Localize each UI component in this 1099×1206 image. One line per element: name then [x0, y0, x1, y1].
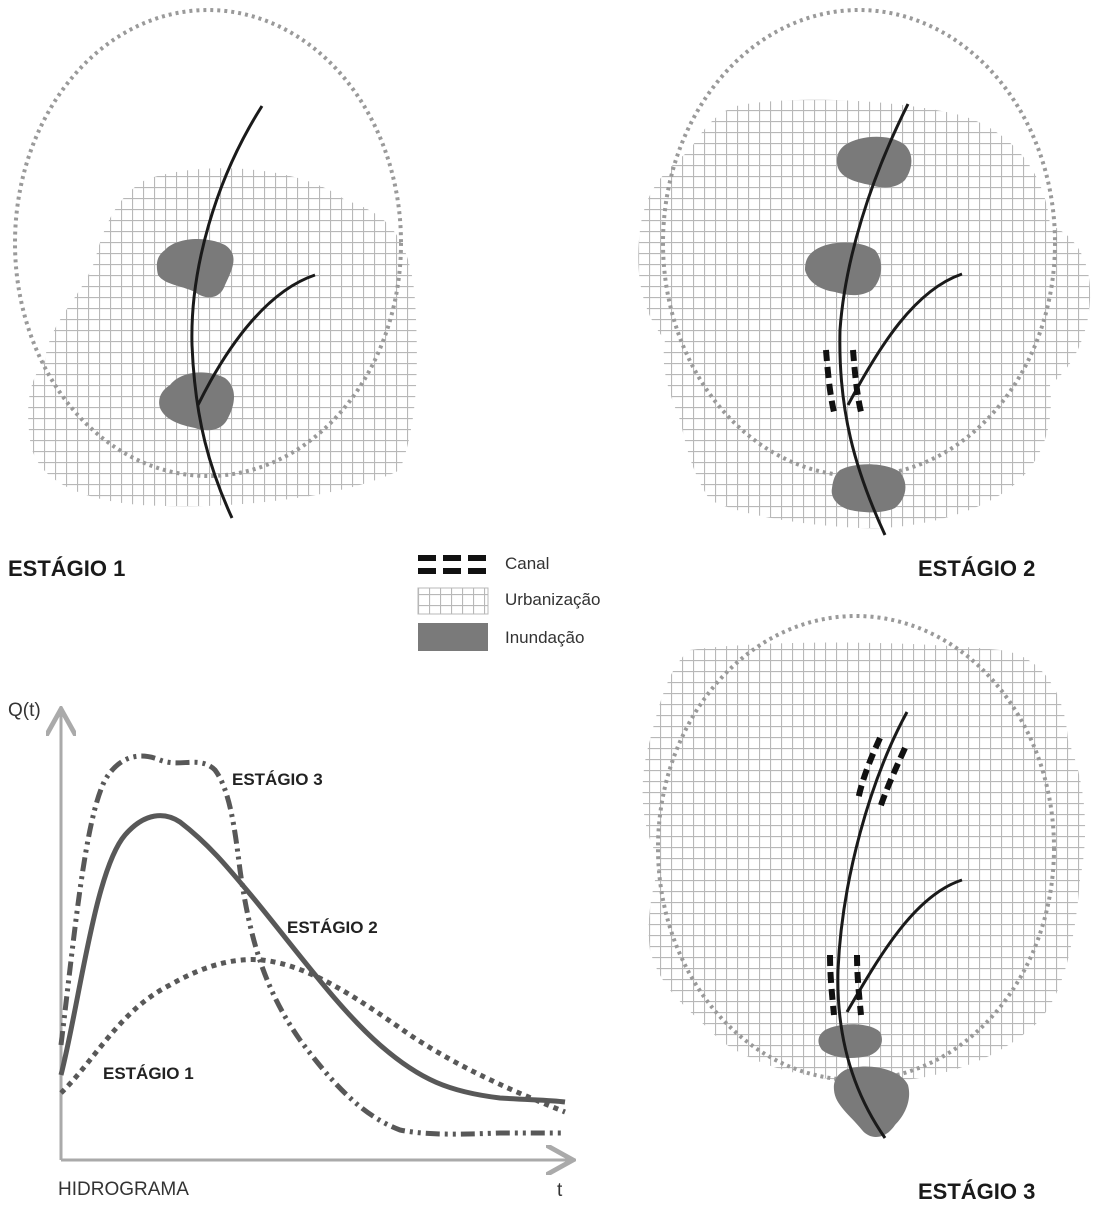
legend-flood-swatch [418, 623, 488, 651]
stage-2-flood-area [805, 242, 882, 296]
stage-3-main-river [836, 711, 909, 1139]
hydrograph-x-axis-label: t [557, 1180, 563, 1201]
stage-3-urban-area [642, 642, 1086, 1082]
hydrograph-title: HIDROGRAMA [58, 1179, 189, 1200]
stage-2-label: ESTÁGIO 2 [918, 556, 1036, 581]
stage-2-main-river [838, 103, 910, 536]
stage-2-urban-area [638, 99, 1091, 529]
stage-2-tributary [846, 272, 963, 406]
curve-label-stage-2: ESTÁGIO 2 [287, 918, 378, 937]
legend-flood-label: Inundação [505, 628, 585, 647]
legend [417, 555, 489, 651]
stage-3-flood-area [818, 1024, 882, 1058]
hydrograph [61, 712, 570, 1160]
stage-1-main-river [190, 105, 264, 519]
stage-1-basin-map [13, 8, 417, 519]
hydrograph-curve-stage-1 [59, 957, 566, 1115]
stage-1-tributary [196, 273, 316, 406]
stage-1-flood-area [156, 238, 234, 298]
legend-urbanization-label: Urbanização [505, 590, 601, 609]
stage-2-basin-map [638, 8, 1091, 536]
stage-1-urban-area [28, 168, 417, 507]
stage-3-basin-map [642, 614, 1086, 1139]
hydrograph-curve-stage-3 [58, 753, 565, 1137]
legend-canal-swatch [418, 555, 486, 574]
stage-1-basin-outline [13, 8, 403, 478]
hydrograph-curve-stage-2 [58, 813, 566, 1105]
stage-3-canal [827, 736, 908, 1016]
stage-3-flood-area [833, 1066, 910, 1137]
stage-1-label: ESTÁGIO 1 [8, 556, 126, 581]
stage-3-label: ESTÁGIO 3 [918, 1179, 1036, 1204]
stage-2-flood-area [831, 464, 906, 513]
stage-2-flood-area [836, 136, 912, 188]
stage-2-canal [823, 349, 864, 413]
legend-canal-label: Canal [505, 554, 550, 573]
hydrograph-y-axis-label: Q(t) [8, 700, 41, 721]
curve-label-stage-3: ESTÁGIO 3 [232, 770, 323, 789]
legend-urbanization-swatch [417, 587, 489, 615]
curve-label-stage-1: ESTÁGIO 1 [103, 1064, 194, 1083]
